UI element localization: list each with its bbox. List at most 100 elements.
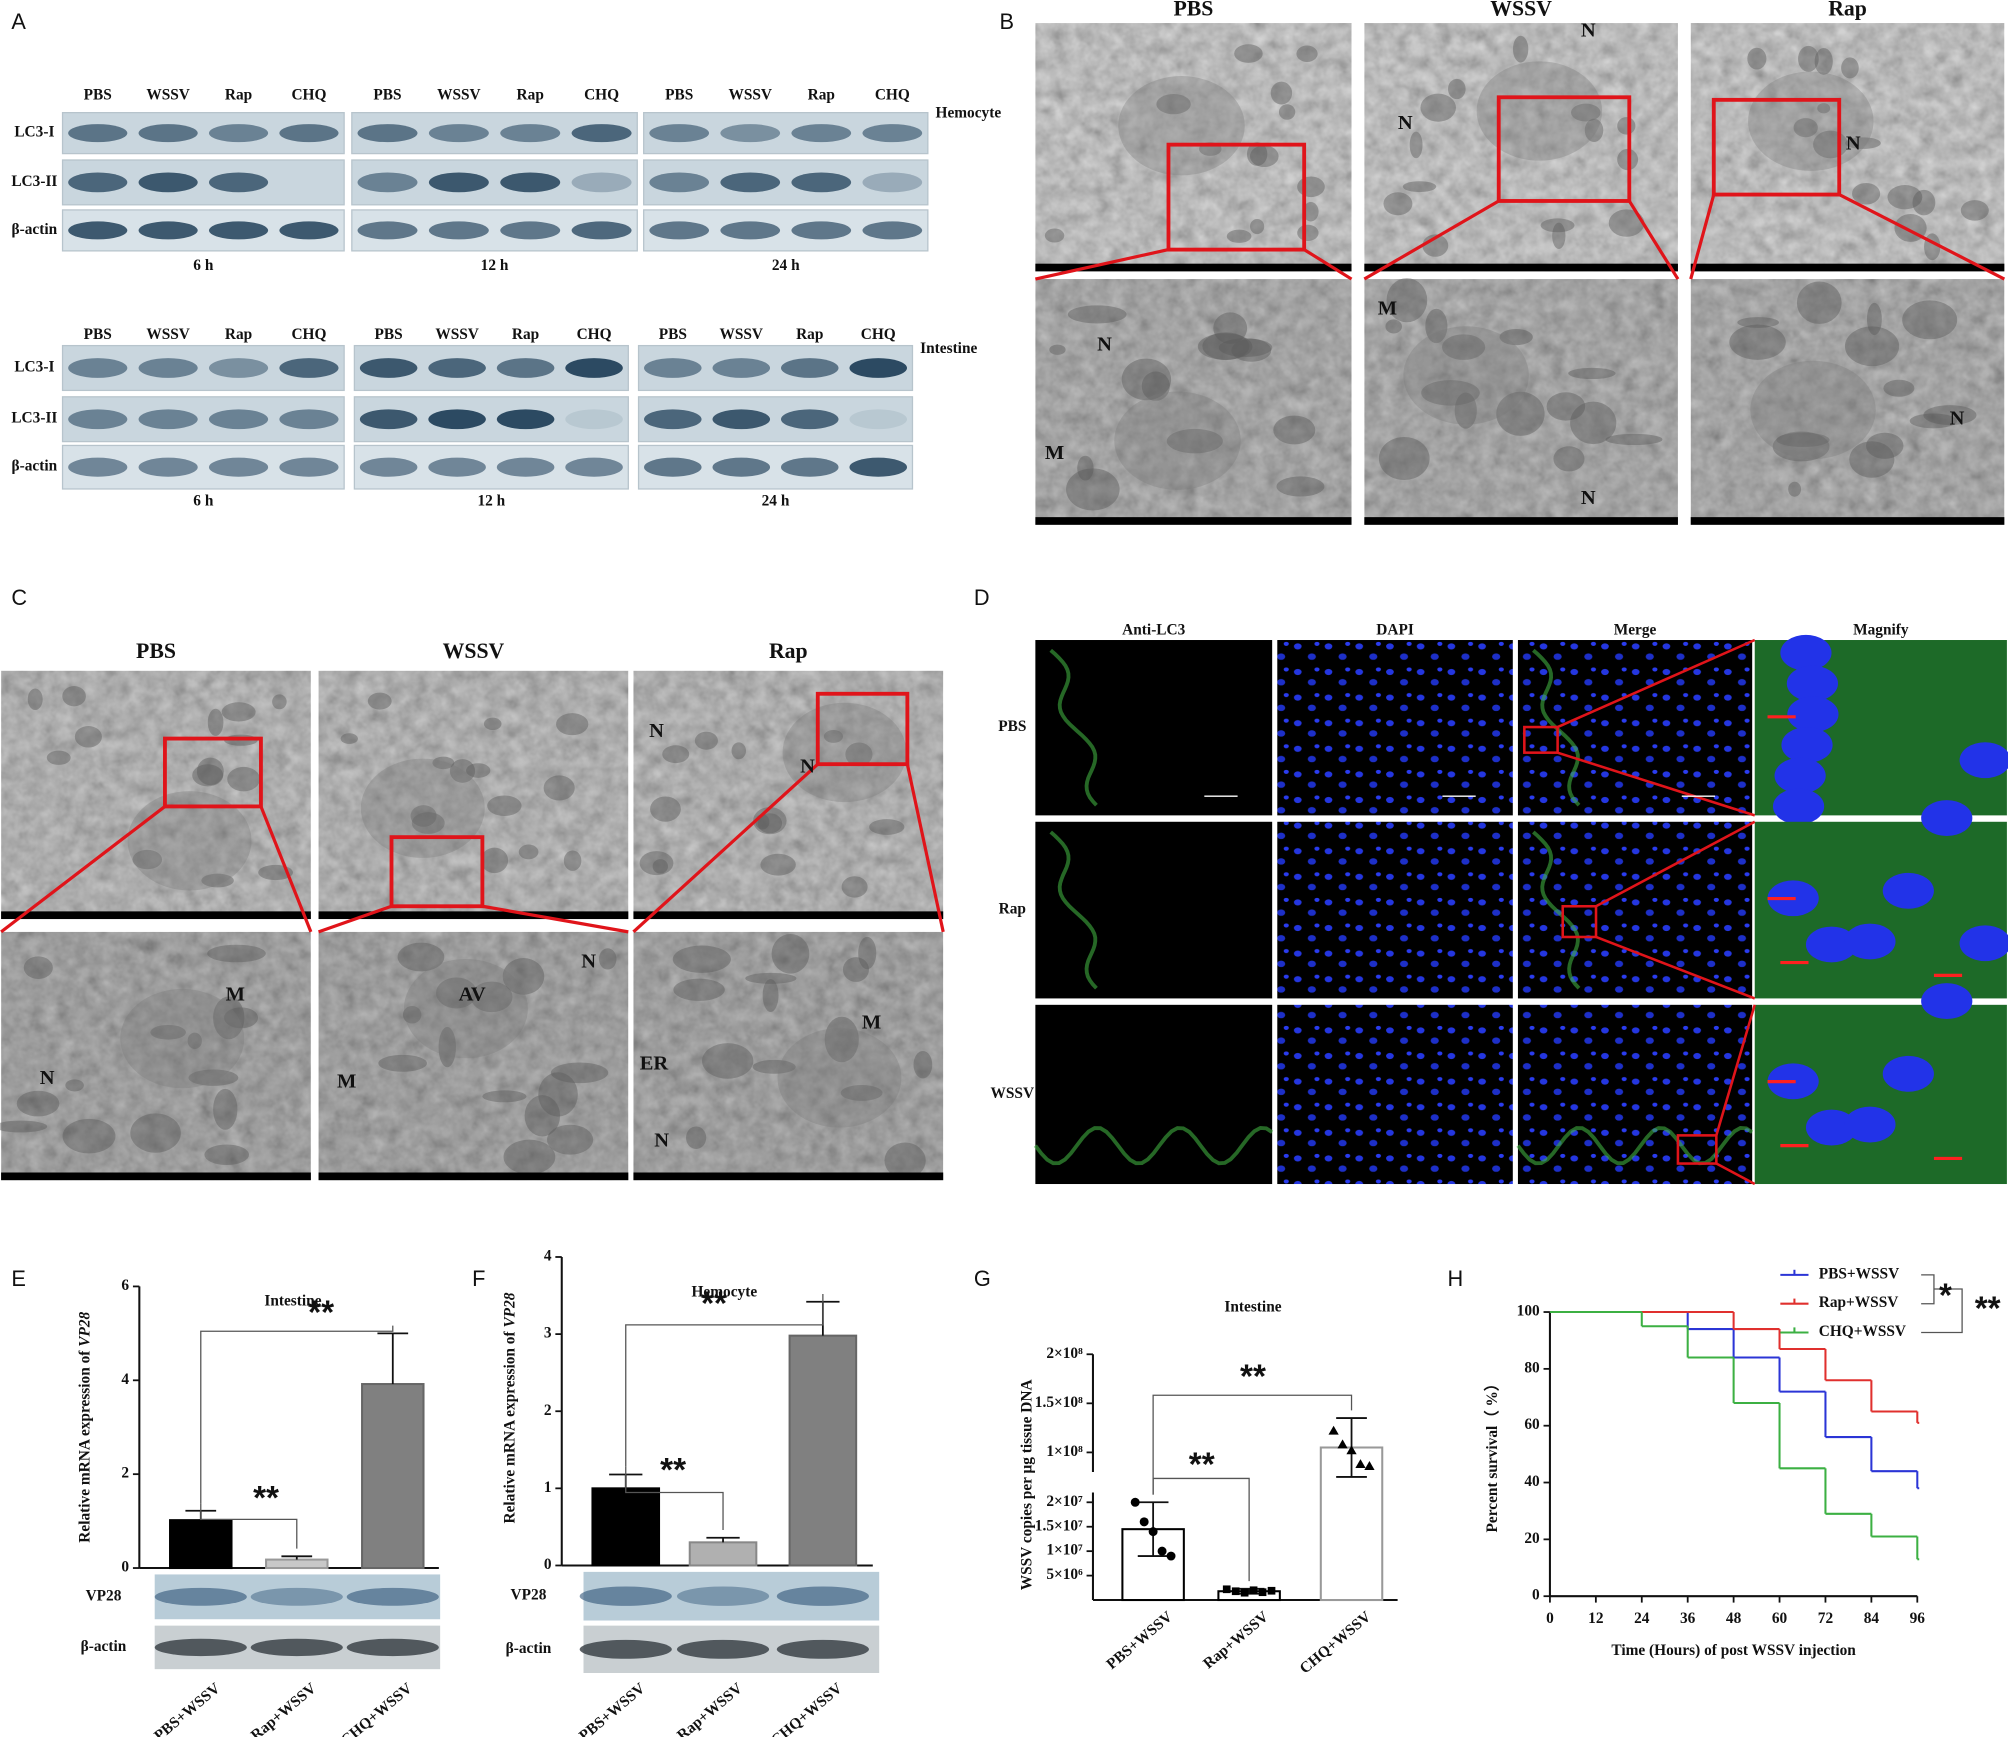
tem-title: Rap [769, 639, 808, 663]
x-tick-label: CHQ+WSSV [768, 1680, 846, 1737]
organelle [673, 978, 725, 1001]
tem-marker: AV [459, 984, 486, 1006]
tem-marker: N [1950, 408, 1965, 430]
scale-bar [1690, 517, 2005, 525]
panel-letter: B [1000, 9, 1015, 34]
blot-row-label: β-actin [12, 221, 58, 238]
organelle [1852, 182, 1881, 205]
time-label: 12 h [481, 257, 509, 274]
zoom-box [1676, 1134, 1718, 1165]
x-tick-label: 84 [1864, 1610, 1880, 1627]
blot-band [849, 358, 907, 378]
blot-band [250, 1638, 343, 1657]
zoom-line [1557, 751, 1756, 817]
panel-letter: E [11, 1266, 26, 1291]
organelle [1546, 392, 1586, 421]
organelle [187, 1032, 202, 1050]
lane-label: CHQ [861, 326, 896, 343]
organelle [62, 1118, 116, 1154]
tem-marker: N [1581, 20, 1596, 42]
scale-bar [633, 911, 944, 920]
blot-band [208, 221, 269, 240]
nucleus-magnified [1772, 788, 1825, 825]
legend-label: Rap+WSSV [1819, 1294, 1899, 1311]
organelle [1273, 415, 1316, 445]
nucleus-magnified [1882, 1055, 1934, 1092]
blot-band [428, 124, 489, 143]
micrograph [1035, 23, 1352, 272]
nucleus [403, 958, 528, 1059]
organelle [411, 812, 445, 834]
nucleus [1118, 76, 1245, 176]
organelle [1231, 338, 1272, 362]
organelle [213, 996, 245, 1040]
blot-row-label: VP28 [511, 1587, 547, 1604]
organelle [1077, 455, 1094, 481]
blot-band [780, 358, 839, 378]
organelle [74, 725, 102, 748]
blot-band [565, 358, 623, 378]
if-column-label: Anti-LC3 [1122, 622, 1185, 639]
blot-band [571, 124, 632, 143]
significance-bracket [1921, 1288, 1963, 1334]
if-row-label: WSSV [991, 1085, 1035, 1102]
organelle [1234, 44, 1263, 63]
blot-band [250, 1587, 343, 1606]
data-point [1249, 1586, 1258, 1595]
blot-band [791, 172, 852, 193]
blot-band [279, 221, 339, 240]
data-point [1130, 1497, 1140, 1507]
organelle [563, 850, 582, 871]
organelle [482, 1090, 527, 1103]
nucleus-magnified [1844, 1106, 1896, 1143]
tem-marker: N [581, 950, 596, 972]
organelle [1909, 413, 1958, 429]
organelle [694, 731, 718, 750]
organelle [1553, 446, 1585, 472]
data-point [1258, 1588, 1267, 1597]
y-tick-label: 100 [1517, 1303, 1540, 1320]
nucleus-magnified [1774, 757, 1826, 794]
nucleus-magnified [1882, 872, 1934, 909]
y-axis-label-text: WSSV copies per μg tissue DNA [1018, 1379, 1035, 1590]
tem-marker: N [800, 756, 815, 778]
organelle [762, 978, 779, 1012]
blot-band [138, 172, 198, 193]
organelle [1296, 45, 1318, 62]
panel-letter: C [11, 585, 27, 610]
organelle [188, 1069, 239, 1086]
blot-band [346, 1638, 439, 1657]
blot-band [138, 124, 198, 143]
organelle [824, 1016, 859, 1063]
blot-band [676, 1586, 770, 1606]
blot-band [644, 457, 702, 477]
blot-band [720, 124, 781, 143]
organelle [65, 1079, 84, 1092]
micrograph [1690, 279, 2005, 525]
significance-bracket [1152, 1394, 1353, 1495]
nucleus-magnified [1786, 665, 1839, 702]
if-column-label: Magnify [1853, 622, 1909, 639]
significance-label: ** [1189, 1447, 1215, 1484]
zoom-line [1595, 820, 1756, 908]
tem-marker: M [337, 1071, 356, 1093]
zoom-line [1627, 200, 1680, 280]
organelle [1568, 367, 1616, 379]
nucleus [782, 702, 907, 803]
organelle [470, 981, 513, 1013]
organelle [1608, 209, 1645, 237]
organelle [150, 1024, 186, 1040]
blot-band [776, 1639, 869, 1659]
zoom-box [163, 736, 263, 809]
blot-band [357, 172, 418, 193]
organelle [1923, 405, 1977, 426]
organelle [841, 876, 868, 898]
x-tick-label: PBS+WSSV [151, 1680, 224, 1737]
blot-band [359, 457, 418, 477]
organelle [62, 686, 86, 707]
scale-bar [318, 1172, 629, 1181]
organelle [845, 742, 873, 767]
significance-bracket [1921, 1274, 1935, 1305]
organelle [27, 688, 43, 711]
nucleus [777, 1028, 902, 1128]
